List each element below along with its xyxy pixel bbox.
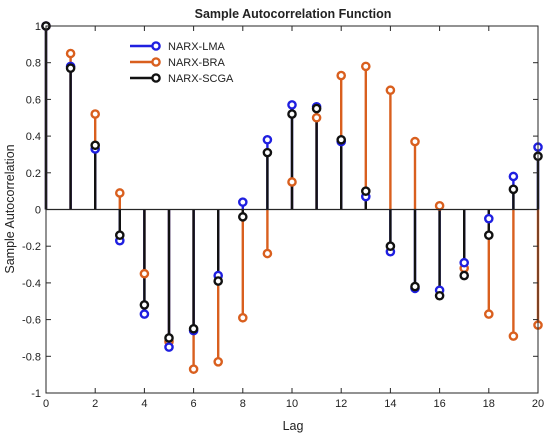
x-tick-label: 12 [335, 398, 347, 410]
y-tick-label: -0.8 [22, 351, 41, 363]
x-tick-label: 14 [384, 398, 396, 410]
legend-marker [151, 57, 161, 67]
y-tick-label: 0.4 [26, 131, 41, 143]
stem-marker-narx-bra [262, 248, 273, 259]
stem-marker-narx-scga [459, 270, 470, 281]
stem-marker-narx-scga [90, 140, 100, 151]
x-tick-label: 20 [532, 398, 544, 410]
legend-entry-label: NARX-LMA [168, 41, 226, 53]
stem-marker-narx-scga [410, 281, 420, 292]
y-tick-label: 1 [35, 21, 41, 33]
x-axis-label: Lag [283, 419, 304, 433]
legend-marker [151, 41, 161, 51]
stem-marker-narx-scga [164, 333, 174, 343]
stem-marker-narx-bra [213, 357, 223, 367]
stem-marker-narx-lma [508, 171, 519, 182]
y-tick-label: -0.4 [22, 278, 41, 290]
stem-marker-narx-bra [336, 70, 347, 81]
stem-marker-narx-bra [287, 177, 297, 187]
x-tick-label: 4 [141, 398, 147, 410]
x-tick-label: 10 [286, 398, 298, 410]
y-tick-label: 0.6 [26, 94, 41, 106]
stem-marker-narx-lma [164, 342, 174, 352]
y-tick-label: 0 [35, 205, 41, 217]
x-tick-label: 18 [483, 398, 495, 410]
stem-marker-narx-bra [90, 109, 100, 119]
stem-marker-narx-bra [115, 188, 125, 198]
stem-marker-narx-bra [360, 61, 371, 72]
y-tick-label: 0.8 [26, 58, 41, 70]
stem-marker-narx-bra [434, 201, 445, 211]
stem-marker-narx-lma [262, 134, 273, 145]
stem-marker-narx-bra [65, 48, 76, 59]
stem-marker-narx-scga [115, 230, 125, 240]
x-tick-label: 0 [43, 398, 49, 410]
stem-marker-narx-scga [483, 230, 494, 240]
x-tick-label: 2 [92, 398, 98, 410]
stem-marker-narx-scga [262, 147, 273, 158]
stem-marker-narx-bra [385, 85, 396, 96]
stem-marker-narx-scga [287, 109, 297, 119]
y-tick-label: -0.2 [22, 241, 41, 253]
legend-marker [151, 73, 161, 83]
stem-marker-narx-scga [311, 103, 322, 114]
stem-marker-narx-bra [237, 312, 248, 323]
stem-marker-narx-lma [139, 309, 150, 319]
stem-marker-narx-scga [434, 290, 445, 301]
axes-layer: 0 2 4 6 8 10 12 14 16 18 20 -1 -0.8 -0.6 -0.4 -0.2 0 0.2 0… [22, 21, 544, 410]
stem-marker-narx-lma [287, 100, 297, 110]
stem-marker-narx-bra [483, 309, 494, 319]
stem-marker-narx-scga [139, 300, 150, 310]
stem-marker-narx-scga [360, 186, 371, 196]
stem-marker-narx-bra [508, 331, 519, 341]
stem-marker-narx-lma [237, 197, 248, 207]
chart-title: Sample Autocorrelation Function [195, 7, 392, 21]
y-axis-label: Sample Autocorrelation [3, 144, 17, 273]
x-tick-label: 8 [240, 398, 246, 410]
stem-marker-narx-lma [483, 213, 494, 224]
stem-marker-narx-bra [410, 136, 420, 147]
legend-entry-label: NARX-BRA [168, 57, 226, 69]
y-tick-label: -0.6 [22, 315, 41, 327]
stem-marker-narx-scga [385, 241, 396, 251]
stem-marker-narx-scga [188, 323, 199, 334]
x-tick-label: 6 [191, 398, 197, 410]
stem-marker-narx-lma [459, 257, 470, 268]
stem-marker-narx-scga [336, 134, 347, 145]
stem-marker-narx-scga [213, 276, 223, 286]
stem-marker-narx-bra [188, 364, 199, 374]
x-tick-label: 16 [433, 398, 445, 410]
stems-layer [41, 21, 543, 374]
stem-marker-narx-scga [508, 184, 519, 195]
stem-marker-narx-scga [237, 212, 248, 222]
stem-marker-narx-bra [311, 112, 322, 123]
stem-marker-narx-bra [139, 268, 150, 279]
legend: NARX-LMA NARX-BRA NARX-SCGA [130, 41, 234, 85]
stem-marker-narx-scga [65, 63, 76, 74]
y-tick-label: -1 [31, 388, 41, 400]
y-tick-label: 0.2 [26, 168, 41, 180]
legend-entry-label: NARX-SCGA [168, 73, 234, 85]
